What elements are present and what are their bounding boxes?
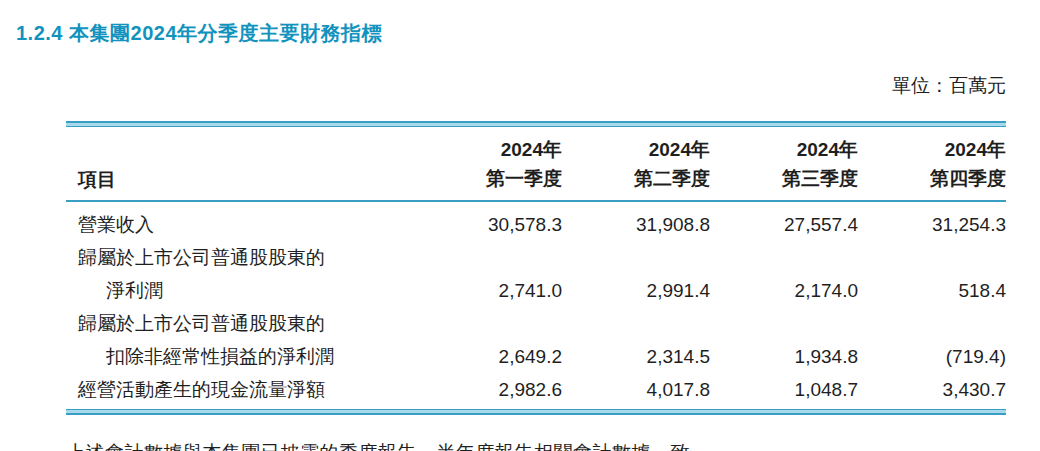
column-header-q1: 2024年 第一季度	[414, 127, 562, 201]
column-header-q2-quarter: 第二季度	[562, 164, 710, 193]
report-page: 1.2.4 本集團2024年分季度主要財務指標 單位：百萬元 項目 2024年 …	[0, 20, 1040, 451]
cell-value: 2,649.2	[414, 307, 562, 373]
financial-table-wrap: 項目 2024年 第一季度 2024年 第二季度 2024年 第三季度 202	[66, 121, 1006, 415]
column-header-q3-quarter: 第三季度	[710, 164, 858, 193]
column-header-q4: 2024年 第四季度	[858, 127, 1006, 201]
column-header-item: 項目	[66, 127, 414, 201]
column-header-q1-year: 2024年	[414, 135, 562, 164]
row-label: 營業收入	[66, 201, 414, 241]
cell-value: 2,741.0	[414, 241, 562, 307]
header-row: 項目 2024年 第一季度 2024年 第二季度 2024年 第三季度 202	[66, 127, 1006, 201]
table-row: 歸屬於上市公司普通股股東的淨利潤2,741.02,991.42,174.0518…	[66, 241, 1006, 307]
cell-value: 1,934.8	[710, 307, 858, 373]
cell-value: 2,314.5	[562, 307, 710, 373]
cell-value: 1,048.7	[710, 373, 858, 409]
unit-label: 單位：百萬元	[66, 73, 1006, 99]
table-row: 營業收入30,578.331,908.827,557.431,254.3	[66, 201, 1006, 241]
table-row: 經營活動產生的現金流量淨額2,982.64,017.81,048.73,430.…	[66, 373, 1006, 409]
cell-value: 31,908.8	[562, 201, 710, 241]
row-label-line: 淨利潤	[78, 274, 414, 307]
cell-value: (719.4)	[858, 307, 1006, 373]
row-label-line: 歸屬於上市公司普通股股東的	[78, 307, 414, 340]
column-header-q1-quarter: 第一季度	[414, 164, 562, 193]
table-body: 營業收入30,578.331,908.827,557.431,254.3歸屬於上…	[66, 201, 1006, 409]
cell-value: 30,578.3	[414, 201, 562, 241]
cell-value: 3,430.7	[858, 373, 1006, 409]
row-label: 歸屬於上市公司普通股股東的扣除非經常性損益的淨利潤	[66, 307, 414, 373]
table-row: 歸屬於上市公司普通股股東的扣除非經常性損益的淨利潤2,649.22,314.51…	[66, 307, 1006, 373]
row-label: 經營活動產生的現金流量淨額	[66, 373, 414, 409]
cell-value: 2,982.6	[414, 373, 562, 409]
section-heading: 1.2.4 本集團2024年分季度主要財務指標	[16, 20, 1040, 47]
cell-value: 31,254.3	[858, 201, 1006, 241]
column-header-q2: 2024年 第二季度	[562, 127, 710, 201]
cell-value: 27,557.4	[710, 201, 858, 241]
row-label: 歸屬於上市公司普通股股東的淨利潤	[66, 241, 414, 307]
table-bottom-rule	[66, 409, 1006, 415]
cell-value: 2,174.0	[710, 241, 858, 307]
column-header-q4-year: 2024年	[858, 135, 1006, 164]
footnote-text: 上述會計數據與本集團已披露的季度報告、半年度報告相關會計數據一致。	[66, 440, 1040, 451]
row-label-line: 扣除非經常性損益的淨利潤	[78, 340, 414, 373]
row-label-line: 經營活動產生的現金流量淨額	[78, 373, 414, 406]
column-header-q2-year: 2024年	[562, 135, 710, 164]
table-header: 項目 2024年 第一季度 2024年 第二季度 2024年 第三季度 202	[66, 127, 1006, 201]
cell-value: 518.4	[858, 241, 1006, 307]
cell-value: 4,017.8	[562, 373, 710, 409]
cell-value: 2,991.4	[562, 241, 710, 307]
column-header-q3-year: 2024年	[710, 135, 858, 164]
row-label-line: 歸屬於上市公司普通股股東的	[78, 241, 414, 274]
column-header-q3: 2024年 第三季度	[710, 127, 858, 201]
row-label-line: 營業收入	[78, 208, 414, 241]
column-header-q4-quarter: 第四季度	[858, 164, 1006, 193]
quarterly-financials-table: 項目 2024年 第一季度 2024年 第二季度 2024年 第三季度 202	[66, 127, 1006, 409]
